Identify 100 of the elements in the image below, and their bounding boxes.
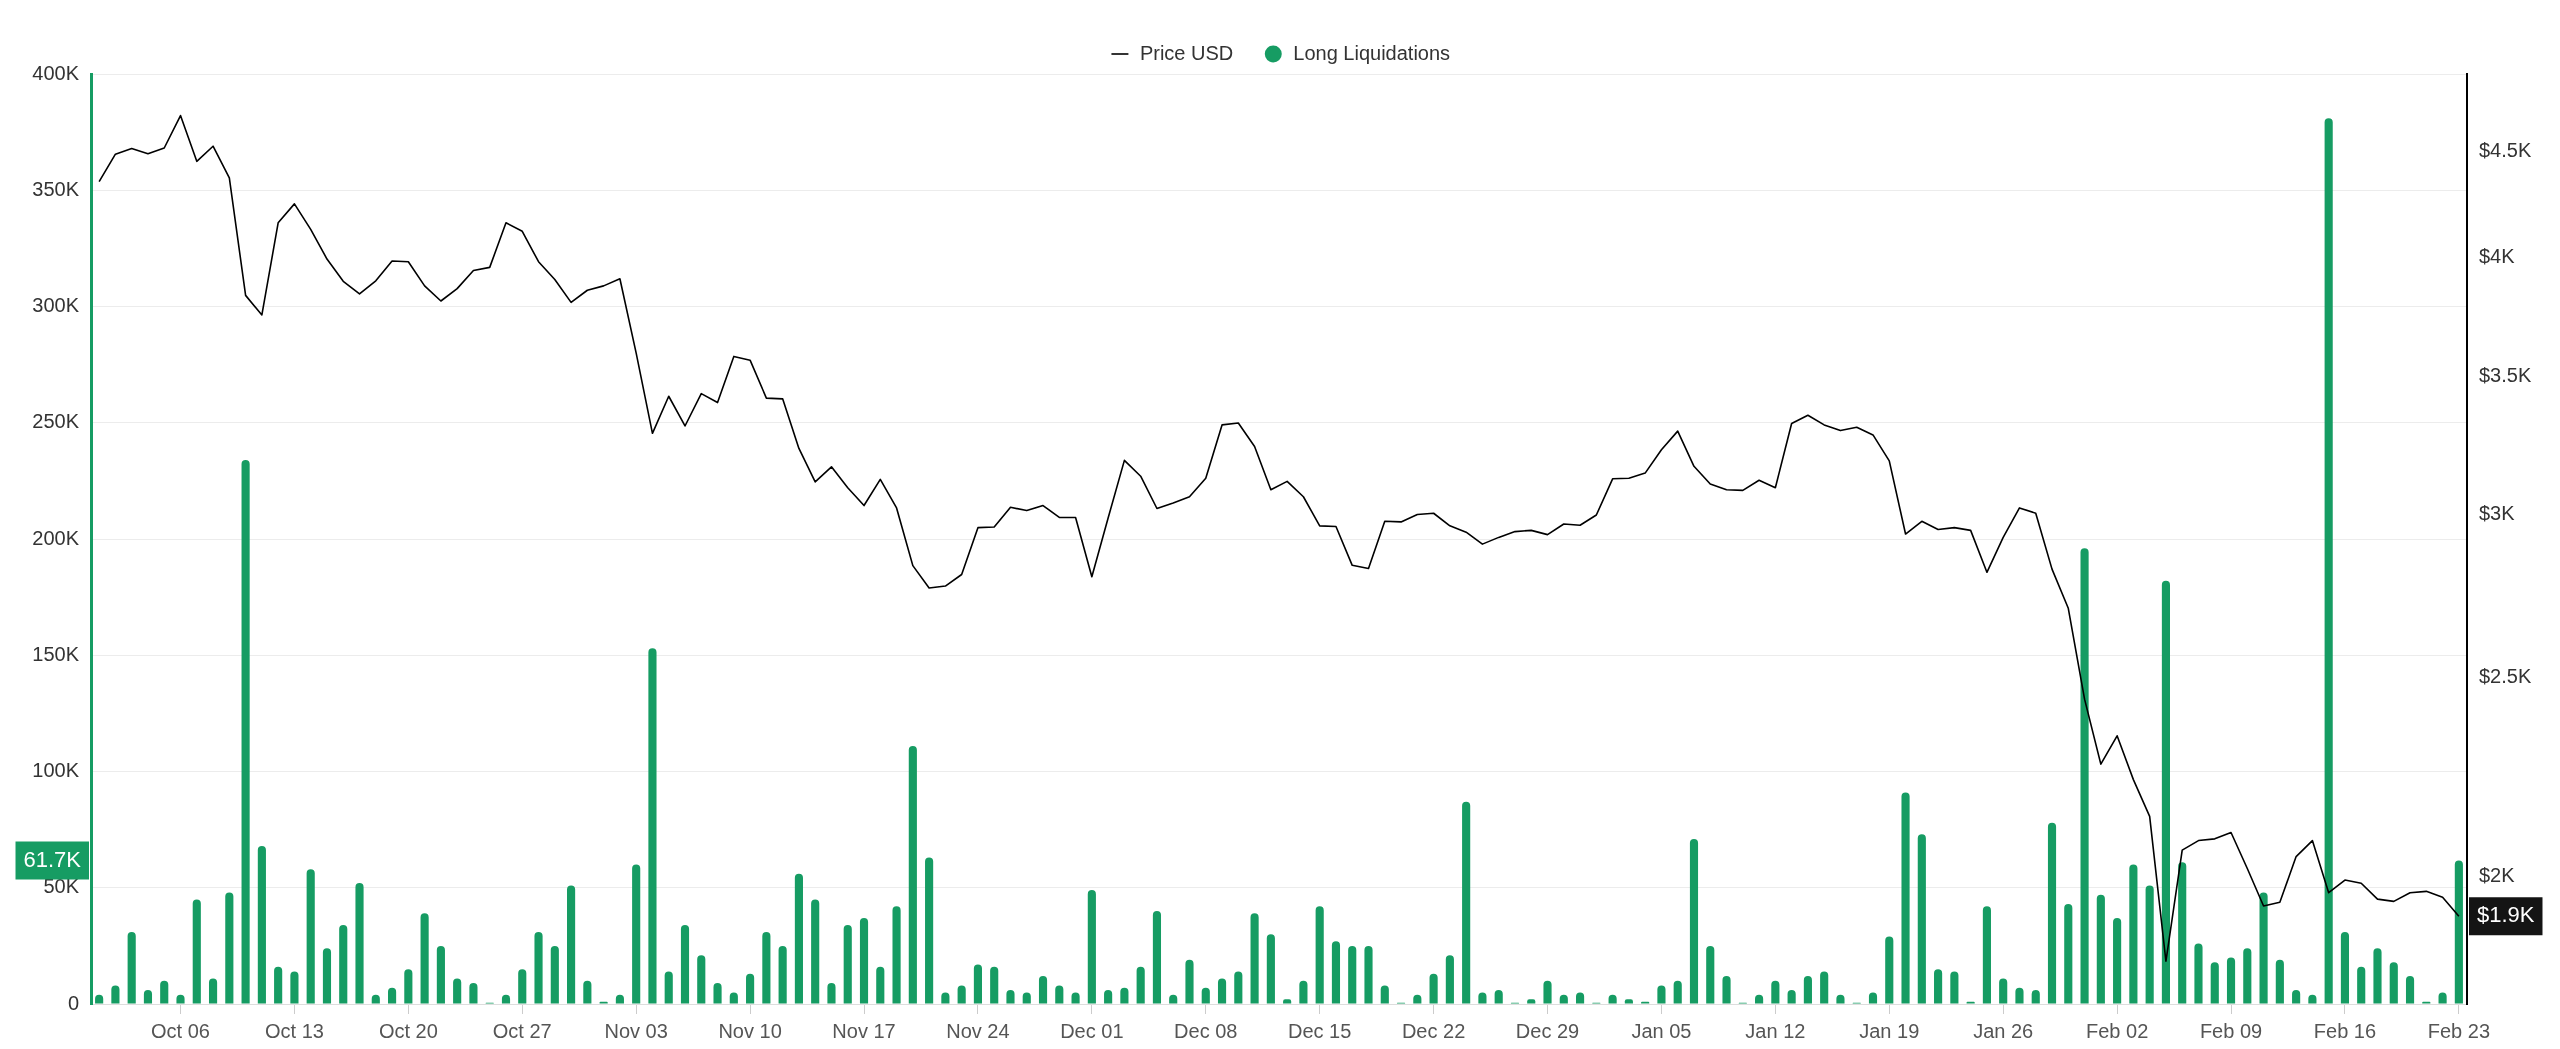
bar bbox=[1803, 976, 1812, 1004]
bar bbox=[1982, 906, 1991, 1004]
legend-label: Long Liquidations bbox=[1293, 41, 1451, 64]
bar bbox=[225, 892, 234, 1004]
bar bbox=[843, 924, 852, 1004]
x-tick-label: Nov 17 bbox=[832, 1019, 896, 1042]
bar bbox=[192, 899, 201, 1004]
bar bbox=[1722, 976, 1731, 1004]
bar bbox=[794, 873, 803, 1004]
bar bbox=[876, 966, 885, 1004]
bar bbox=[160, 980, 169, 1004]
bar bbox=[1038, 976, 1048, 1004]
bar bbox=[1901, 792, 1910, 1004]
x-tick-label: Oct 27 bbox=[492, 1019, 552, 1042]
bar bbox=[1543, 980, 1552, 1004]
text: 61.7K bbox=[23, 846, 82, 872]
bar bbox=[534, 931, 543, 1004]
bar bbox=[1136, 966, 1145, 1004]
y2-tick-label: $4K bbox=[2479, 244, 2516, 267]
y2-tick-label: $4.5K bbox=[2479, 139, 2532, 162]
bar bbox=[2047, 822, 2057, 1004]
bar bbox=[1087, 890, 1096, 1004]
legend-label: Price USD bbox=[1139, 41, 1234, 64]
bar bbox=[1348, 945, 1357, 1004]
bar bbox=[2389, 962, 2398, 1004]
y-tick-label: 400K bbox=[32, 61, 80, 84]
bar bbox=[746, 973, 755, 1004]
bar bbox=[811, 899, 820, 1004]
bar bbox=[1315, 906, 1324, 1004]
bar bbox=[1673, 980, 1682, 1004]
bar bbox=[1331, 941, 1341, 1004]
bar bbox=[957, 985, 966, 1004]
bar bbox=[290, 971, 299, 1004]
bar bbox=[567, 885, 576, 1004]
x-tick-label: Jan 05 bbox=[1631, 1019, 1692, 1042]
bar bbox=[1152, 911, 1162, 1004]
bar bbox=[127, 931, 136, 1004]
y2-tick-label: $2K bbox=[2479, 864, 2516, 887]
bar bbox=[1917, 834, 1926, 1004]
bar bbox=[680, 924, 690, 1004]
bar bbox=[1950, 971, 1959, 1004]
y-tick-label: 200K bbox=[32, 526, 80, 549]
y-tick-label: 250K bbox=[32, 410, 80, 433]
bar bbox=[1266, 934, 1275, 1004]
x-tick-label: Feb 09 bbox=[2199, 1019, 2263, 1042]
bar bbox=[664, 971, 673, 1004]
bar bbox=[1999, 978, 2008, 1004]
bar bbox=[404, 969, 413, 1004]
bar bbox=[925, 857, 934, 1004]
y2-tick-label: $2.5K bbox=[2479, 664, 2532, 687]
bar bbox=[274, 966, 283, 1004]
bar bbox=[859, 917, 869, 1004]
bar bbox=[2357, 966, 2366, 1004]
bar bbox=[2226, 957, 2236, 1004]
bar bbox=[322, 948, 332, 1004]
bar bbox=[1299, 980, 1308, 1004]
x-tick-label: Oct 13 bbox=[264, 1019, 324, 1042]
bar bbox=[1657, 985, 1666, 1004]
bar bbox=[1234, 971, 1243, 1004]
bar bbox=[2096, 894, 2105, 1004]
bar bbox=[2113, 917, 2122, 1004]
y-tick-label: 0 bbox=[67, 991, 79, 1014]
bar bbox=[1771, 980, 1780, 1004]
bar bbox=[550, 945, 559, 1004]
bar bbox=[1820, 971, 1829, 1004]
bar bbox=[1364, 945, 1373, 1004]
bar bbox=[2340, 931, 2350, 1004]
bar bbox=[973, 964, 982, 1004]
bar bbox=[1689, 838, 1699, 1004]
x-tick-label: Feb 02 bbox=[2085, 1019, 2149, 1042]
text: $1.9K bbox=[2477, 902, 2535, 928]
bar bbox=[2129, 864, 2138, 1004]
bar bbox=[2194, 943, 2203, 1004]
bar bbox=[241, 459, 250, 1004]
bar bbox=[1885, 936, 1894, 1004]
bar bbox=[2324, 118, 2333, 1004]
bar bbox=[339, 924, 348, 1004]
x-tick-label: Feb 16 bbox=[2313, 1019, 2377, 1042]
bar bbox=[908, 745, 917, 1004]
bar bbox=[111, 985, 120, 1004]
x-tick-label: Dec 22 bbox=[1401, 1019, 1466, 1042]
bar bbox=[208, 978, 218, 1004]
bar bbox=[518, 969, 527, 1004]
bar bbox=[306, 869, 315, 1004]
bar bbox=[713, 983, 722, 1004]
bar bbox=[1185, 959, 1194, 1004]
x-tick-label: Nov 10 bbox=[718, 1019, 782, 1042]
x-tick-label: Nov 03 bbox=[604, 1019, 668, 1042]
bar bbox=[2405, 976, 2415, 1004]
y-tick-label: 100K bbox=[32, 759, 80, 782]
bar bbox=[2161, 580, 2170, 1004]
bar bbox=[2080, 548, 2089, 1004]
bar bbox=[355, 883, 364, 1004]
bar bbox=[1380, 985, 1389, 1004]
bar bbox=[2243, 948, 2252, 1004]
y-tick-label: 50K bbox=[43, 875, 80, 898]
bar bbox=[632, 864, 641, 1004]
bar bbox=[583, 980, 592, 1004]
x-tick-label: Jan 12 bbox=[1745, 1019, 1806, 1042]
bar bbox=[1429, 973, 1438, 1004]
